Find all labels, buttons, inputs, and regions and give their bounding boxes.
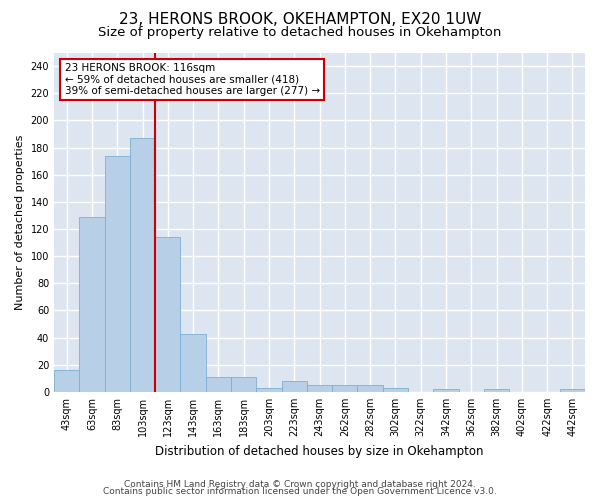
Text: 23, HERONS BROOK, OKEHAMPTON, EX20 1UW: 23, HERONS BROOK, OKEHAMPTON, EX20 1UW (119, 12, 481, 28)
Bar (104, 156, 130, 392)
Bar (155, 237, 181, 392)
Bar (281, 381, 307, 392)
Y-axis label: Number of detached properties: Number of detached properties (15, 134, 25, 310)
Text: 23 HERONS BROOK: 116sqm
← 59% of detached houses are smaller (418)
39% of semi-d: 23 HERONS BROOK: 116sqm ← 59% of detache… (65, 62, 320, 96)
Bar (433, 389, 458, 392)
Bar (54, 370, 79, 392)
Text: Size of property relative to detached houses in Okehampton: Size of property relative to detached ho… (98, 26, 502, 39)
Text: Contains HM Land Registry data © Crown copyright and database right 2024.: Contains HM Land Registry data © Crown c… (124, 480, 476, 489)
Bar (231, 377, 256, 392)
Bar (79, 217, 104, 392)
Bar (256, 388, 281, 392)
Bar (206, 377, 231, 392)
Bar (484, 389, 509, 392)
Bar (383, 388, 408, 392)
Bar (307, 385, 332, 392)
Bar (130, 138, 155, 392)
Text: Contains public sector information licensed under the Open Government Licence v3: Contains public sector information licen… (103, 487, 497, 496)
Bar (560, 389, 585, 392)
Bar (358, 385, 383, 392)
Bar (332, 385, 358, 392)
Bar (181, 334, 206, 392)
X-axis label: Distribution of detached houses by size in Okehampton: Distribution of detached houses by size … (155, 444, 484, 458)
